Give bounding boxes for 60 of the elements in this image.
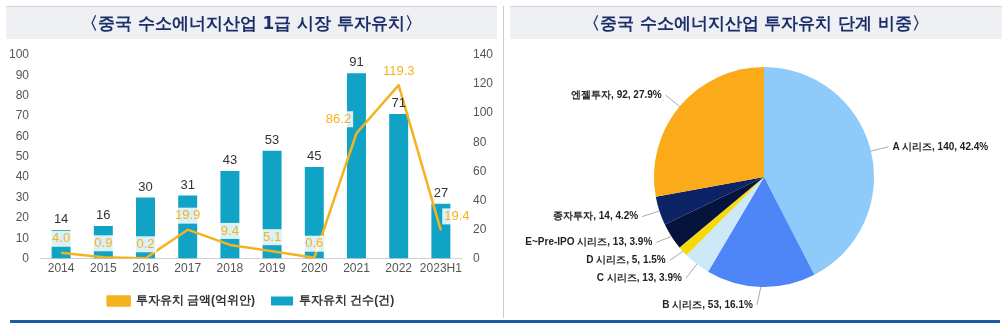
- data-label: 45: [307, 148, 322, 164]
- x-tick-label: 2020: [300, 261, 328, 276]
- y-tick-label: 0: [22, 250, 30, 265]
- data-label: 0.9: [94, 234, 113, 250]
- y2-tick-label: 40: [472, 192, 487, 207]
- y2-tick-label: 20: [472, 221, 487, 236]
- data-label: 0.6: [305, 235, 324, 251]
- slice-label: B 시리즈, 53, 16.1%: [662, 298, 753, 310]
- y2-tick-label: 100: [472, 105, 494, 120]
- bar: [389, 114, 409, 259]
- slice-label: 종자투자, 14, 4.2%: [553, 210, 639, 222]
- data-label: 53: [264, 131, 280, 147]
- slice-label: D 시리즈, 5, 1.5%: [586, 254, 666, 266]
- data-label: 5.1: [263, 228, 282, 244]
- data-label: 19.4: [444, 207, 470, 223]
- x-tick-label: 2022: [385, 261, 413, 276]
- data-label: 91: [349, 54, 364, 70]
- y-tick-label: 20: [15, 210, 30, 225]
- y2-tick-label: 80: [472, 134, 487, 149]
- data-label: 19.9: [175, 207, 201, 223]
- slice-label: 엔젤투자, 92, 27.9%: [571, 88, 662, 100]
- slice-label: A 시리즈, 140, 42.4%: [892, 140, 989, 152]
- legend-label: 투자유치 금액(억위안): [135, 293, 255, 308]
- y-tick-label: 60: [15, 128, 30, 143]
- data-label: 4.0: [52, 230, 71, 246]
- data-label: 30: [138, 178, 153, 194]
- x-tick-label: 2014: [47, 261, 75, 276]
- y2-tick-label: 0: [472, 250, 480, 265]
- y2-tick-label: 140: [472, 47, 494, 62]
- chart-title: 〈중국 수소에너지산업 1급 시장 투자유치〉: [6, 6, 497, 39]
- data-label: 27: [433, 184, 449, 200]
- legend-label: 투자유치 건수(건): [299, 293, 395, 308]
- x-tick-label: 2015: [89, 261, 117, 276]
- x-tick-label: 2017: [174, 261, 202, 276]
- y-tick-label: 10: [15, 230, 30, 245]
- data-label: 14: [53, 211, 69, 227]
- y-tick-label: 40: [15, 169, 30, 184]
- slice-label: C 시리즈, 13, 3.9%: [596, 272, 682, 284]
- y-tick-label: 30: [15, 189, 30, 204]
- y-tick-label: 70: [15, 108, 30, 123]
- data-label: 119.3: [382, 62, 415, 78]
- data-label: 43: [222, 152, 238, 168]
- x-tick-label: 2021: [343, 261, 371, 276]
- x-tick-label: 2016: [132, 261, 160, 276]
- data-label: 31: [180, 176, 195, 192]
- y2-tick-label: 60: [472, 163, 487, 178]
- data-label: 9.4: [220, 222, 239, 238]
- x-tick-label: 2018: [216, 261, 244, 276]
- y-tick-label: 50: [15, 149, 30, 164]
- y-tick-label: 80: [15, 88, 30, 103]
- y-tick-label: 100: [8, 47, 30, 62]
- x-tick-label: 2019: [258, 261, 286, 276]
- data-label: 0.2: [136, 235, 155, 251]
- data-label: 86.2: [325, 110, 352, 126]
- y-tick-label: 90: [15, 67, 30, 82]
- slice-label: E~Pre-IPO 시리즈, 13, 3.9%: [525, 236, 653, 248]
- chart-title: 〈중국 수소에너지산업 투자유치 단계 비중〉: [510, 6, 1002, 39]
- x-tick-label: 2023H1: [419, 261, 463, 276]
- data-label: 16: [96, 207, 111, 223]
- y2-tick-label: 120: [472, 76, 494, 91]
